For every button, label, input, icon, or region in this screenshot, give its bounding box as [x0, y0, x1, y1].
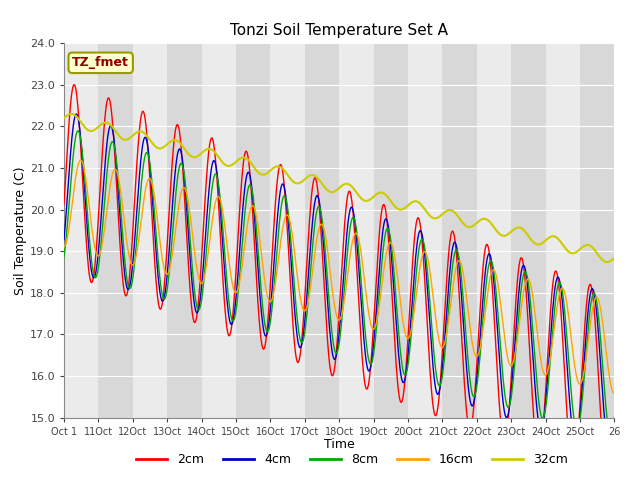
- Bar: [545, 43, 580, 418]
- Bar: [408, 43, 442, 418]
- X-axis label: Time: Time: [324, 438, 355, 451]
- Bar: [580, 43, 614, 418]
- Bar: [236, 43, 270, 418]
- Bar: [374, 43, 408, 418]
- Bar: [511, 43, 545, 418]
- Bar: [339, 43, 374, 418]
- Bar: [270, 43, 305, 418]
- Bar: [64, 43, 99, 418]
- Bar: [202, 43, 236, 418]
- Bar: [133, 43, 167, 418]
- Legend: 2cm, 4cm, 8cm, 16cm, 32cm: 2cm, 4cm, 8cm, 16cm, 32cm: [131, 448, 573, 471]
- Bar: [167, 43, 202, 418]
- Bar: [99, 43, 133, 418]
- Bar: [442, 43, 477, 418]
- Bar: [305, 43, 339, 418]
- Bar: [477, 43, 511, 418]
- Text: TZ_fmet: TZ_fmet: [72, 56, 129, 69]
- Title: Tonzi Soil Temperature Set A: Tonzi Soil Temperature Set A: [230, 23, 448, 38]
- Y-axis label: Soil Temperature (C): Soil Temperature (C): [14, 166, 28, 295]
